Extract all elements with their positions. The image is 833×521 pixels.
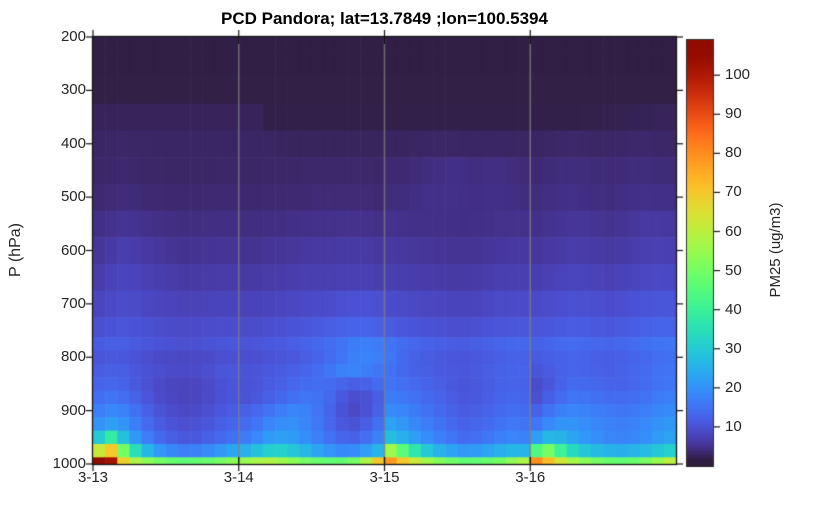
y-tick-label: 900 (60, 401, 86, 419)
y-tick-label: 1000 (52, 455, 86, 472)
colorbar-tick-label: 50 (725, 261, 742, 279)
y-tick-label: 800 (60, 348, 86, 366)
y-tick-label: 700 (60, 294, 86, 312)
colorbar-tick-label: 60 (725, 222, 742, 240)
colorbar-tick-label: 90 (725, 105, 742, 123)
colorbar-tick-label: 100 (725, 66, 751, 84)
colorbar-tick-label: 40 (725, 300, 742, 318)
colorbar-tick-label: 20 (725, 378, 742, 396)
y-tick-label: 500 (60, 188, 86, 206)
colorbar-tick-label: 10 (725, 417, 742, 435)
x-tick-label: 3-15 (369, 469, 400, 486)
y-tick-label: 300 (60, 81, 86, 99)
x-tick-label: 3-16 (515, 469, 546, 486)
colorbar-tick-label: 80 (725, 144, 742, 162)
x-tick-label: 3-14 (223, 469, 254, 486)
colorbar-tick-label: 30 (725, 339, 742, 357)
y-tick-label: 400 (60, 134, 86, 152)
y-tick-label: 600 (60, 241, 86, 259)
y-tick-label: 200 (60, 28, 86, 45)
colorbar-label: PM25 (ug/m3) (767, 202, 784, 298)
colorbar-tick-label: 70 (725, 183, 742, 201)
x-tick-label: 3-13 (77, 469, 109, 486)
chart-title: PCD Pandora; lat=13.7849 ;lon=100.5394 (221, 9, 548, 28)
